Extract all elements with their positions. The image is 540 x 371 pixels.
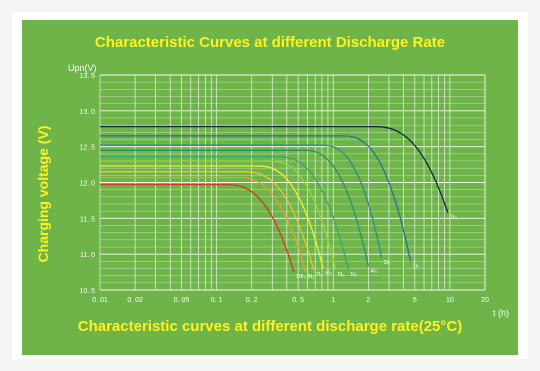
curve-2: [100, 176, 307, 273]
x-tick-label: 5: [413, 297, 417, 304]
curve-label: 4I₀: [370, 268, 377, 274]
plot-curves: [100, 125, 449, 273]
x-tick-label: 2: [366, 297, 370, 304]
plot-grid: [99, 74, 486, 291]
x-tick-label: 0. 05: [174, 297, 190, 304]
curve-label: 5I₀: [350, 272, 357, 278]
y-tick-label: 13. 0: [79, 109, 95, 116]
curve-label: 1I₀: [450, 215, 457, 221]
x-tick-label: 20: [481, 297, 489, 304]
chart-title: Characteristic Curves at different Disch…: [94, 34, 446, 51]
y-tick-label: 13. 5: [79, 73, 95, 80]
curve-label: 6I₀: [325, 271, 332, 277]
curve-label: 8I₀: [308, 274, 315, 280]
x-tick-label: 0. 2: [246, 297, 258, 304]
chart-panel: Characteristic Curves at different Disch…: [22, 20, 518, 355]
curve-6: [100, 156, 350, 271]
x-tick-label: 0. 1: [211, 297, 223, 304]
curve-label: 10I₀: [296, 274, 306, 280]
y-unit-label: Upn(V): [68, 63, 97, 73]
curve-label: 3I₀: [384, 260, 391, 266]
y-tick-label: 12. 5: [79, 145, 95, 152]
curve-9: [100, 135, 412, 262]
curve-label: 5I₀: [338, 272, 345, 278]
curve-5: [100, 160, 337, 271]
y-tick-label: 12. 0: [79, 181, 95, 188]
curve-label: 2I₀: [413, 263, 420, 269]
y-tick-label: 10. 5: [79, 288, 95, 295]
curve-7: [100, 149, 370, 267]
x-tick-label: 0. 01: [92, 297, 108, 304]
curve-3: [100, 171, 315, 271]
curve-1: [100, 183, 295, 273]
curve-10: [100, 125, 449, 213]
y-tick-label: 11. 5: [80, 216, 95, 223]
x-tick-label: 10: [446, 297, 454, 304]
plot-ticks: 0. 01 0. 02 0. 05 0. 1 0. 2 0. 5 1 2 5 10 20 10. 5 1…: [79, 73, 489, 304]
x-axis-label: t (h): [493, 308, 509, 318]
curve-8: [100, 144, 383, 258]
chart-subtitle: Characteristic curves at different disch…: [77, 318, 463, 335]
x-tick-label: 1: [331, 297, 335, 304]
curve-4: [100, 165, 324, 269]
plot-curve-labels: 10I₀ 8I₀ 7I₀ 6I₀ 5I₀ 5I₀ 4I₀ 3I₀ 2I₀ 1I₀: [296, 215, 457, 280]
y-tick-label: 11. 0: [80, 252, 95, 259]
x-tick-label: 0. 5: [292, 297, 304, 304]
curve-label: 7I₀: [316, 272, 323, 278]
chart-plot: 0. 01 0. 02 0. 05 0. 1 0. 2 0. 5 1 2 5 10 20 10. 5 1…: [68, 63, 509, 318]
x-tick-label: 0. 02: [127, 297, 143, 304]
